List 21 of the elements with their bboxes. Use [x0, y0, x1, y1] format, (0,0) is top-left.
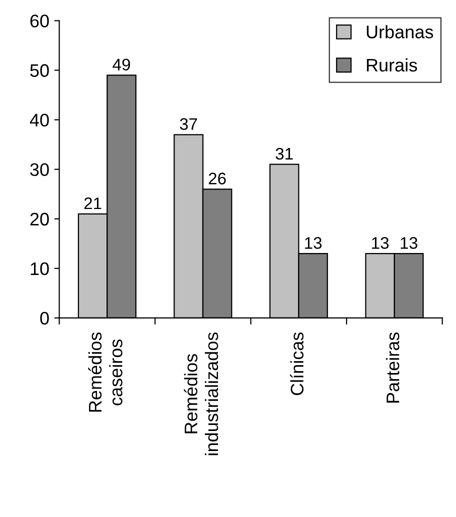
y-tick-label: 20: [30, 212, 49, 226]
x-tick-label: Remédios caseiros: [88, 332, 122, 412]
x-tick-label: Remédios industrializados: [184, 332, 218, 456]
x-tick-label: Parteiras: [386, 332, 400, 403]
legend-label: Urbanas: [366, 25, 434, 38]
data-label: 13: [372, 237, 389, 249]
data-label: 21: [84, 197, 102, 210]
y-tick-label: 40: [30, 114, 49, 126]
y-tick-label: 50: [30, 64, 49, 77]
legend-label: Rurais: [366, 58, 418, 72]
data-label: 13: [305, 237, 322, 249]
data-label: 49: [112, 58, 130, 70]
y-tick-label: 30: [30, 163, 49, 176]
data-label: 37: [180, 118, 197, 130]
y-tick-label: 10: [30, 262, 49, 276]
x-tick-label: Clínicas: [290, 332, 304, 396]
y-tick-label: 0: [40, 312, 49, 325]
data-label: 31: [276, 148, 293, 160]
y-tick-label: 60: [30, 14, 49, 28]
data-label: 26: [208, 172, 226, 184]
data-label: 13: [400, 237, 418, 249]
